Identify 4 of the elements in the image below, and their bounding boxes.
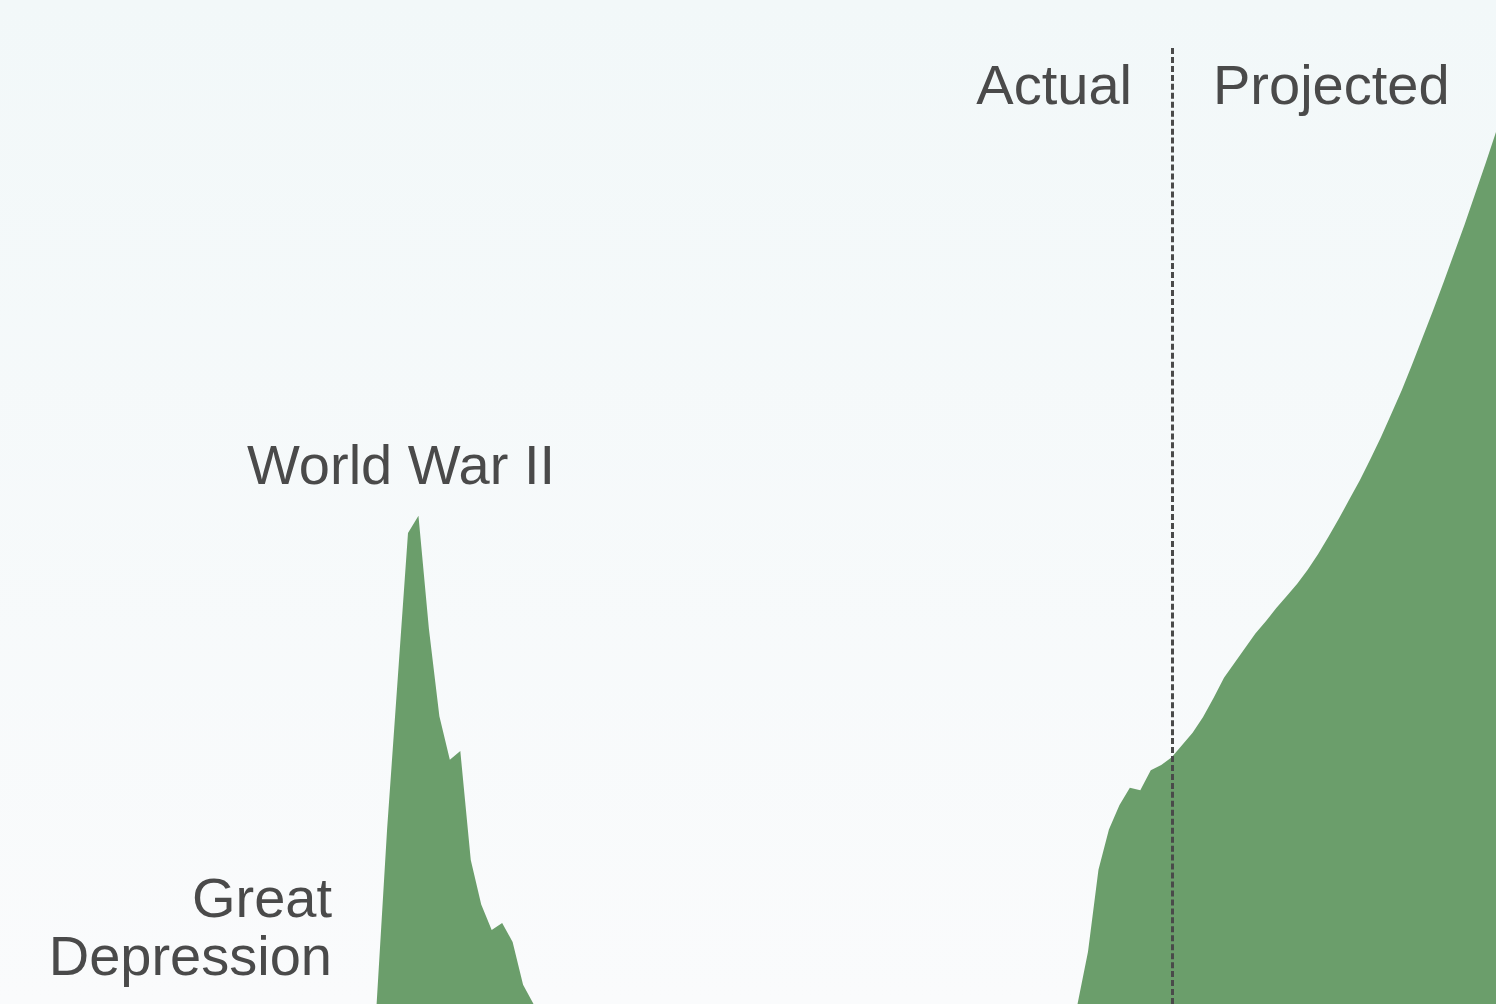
text: Projected xyxy=(1213,53,1450,116)
text: Actual xyxy=(976,53,1132,116)
annotation: Great Depression xyxy=(48,866,333,987)
annotation: World War II xyxy=(247,433,556,496)
